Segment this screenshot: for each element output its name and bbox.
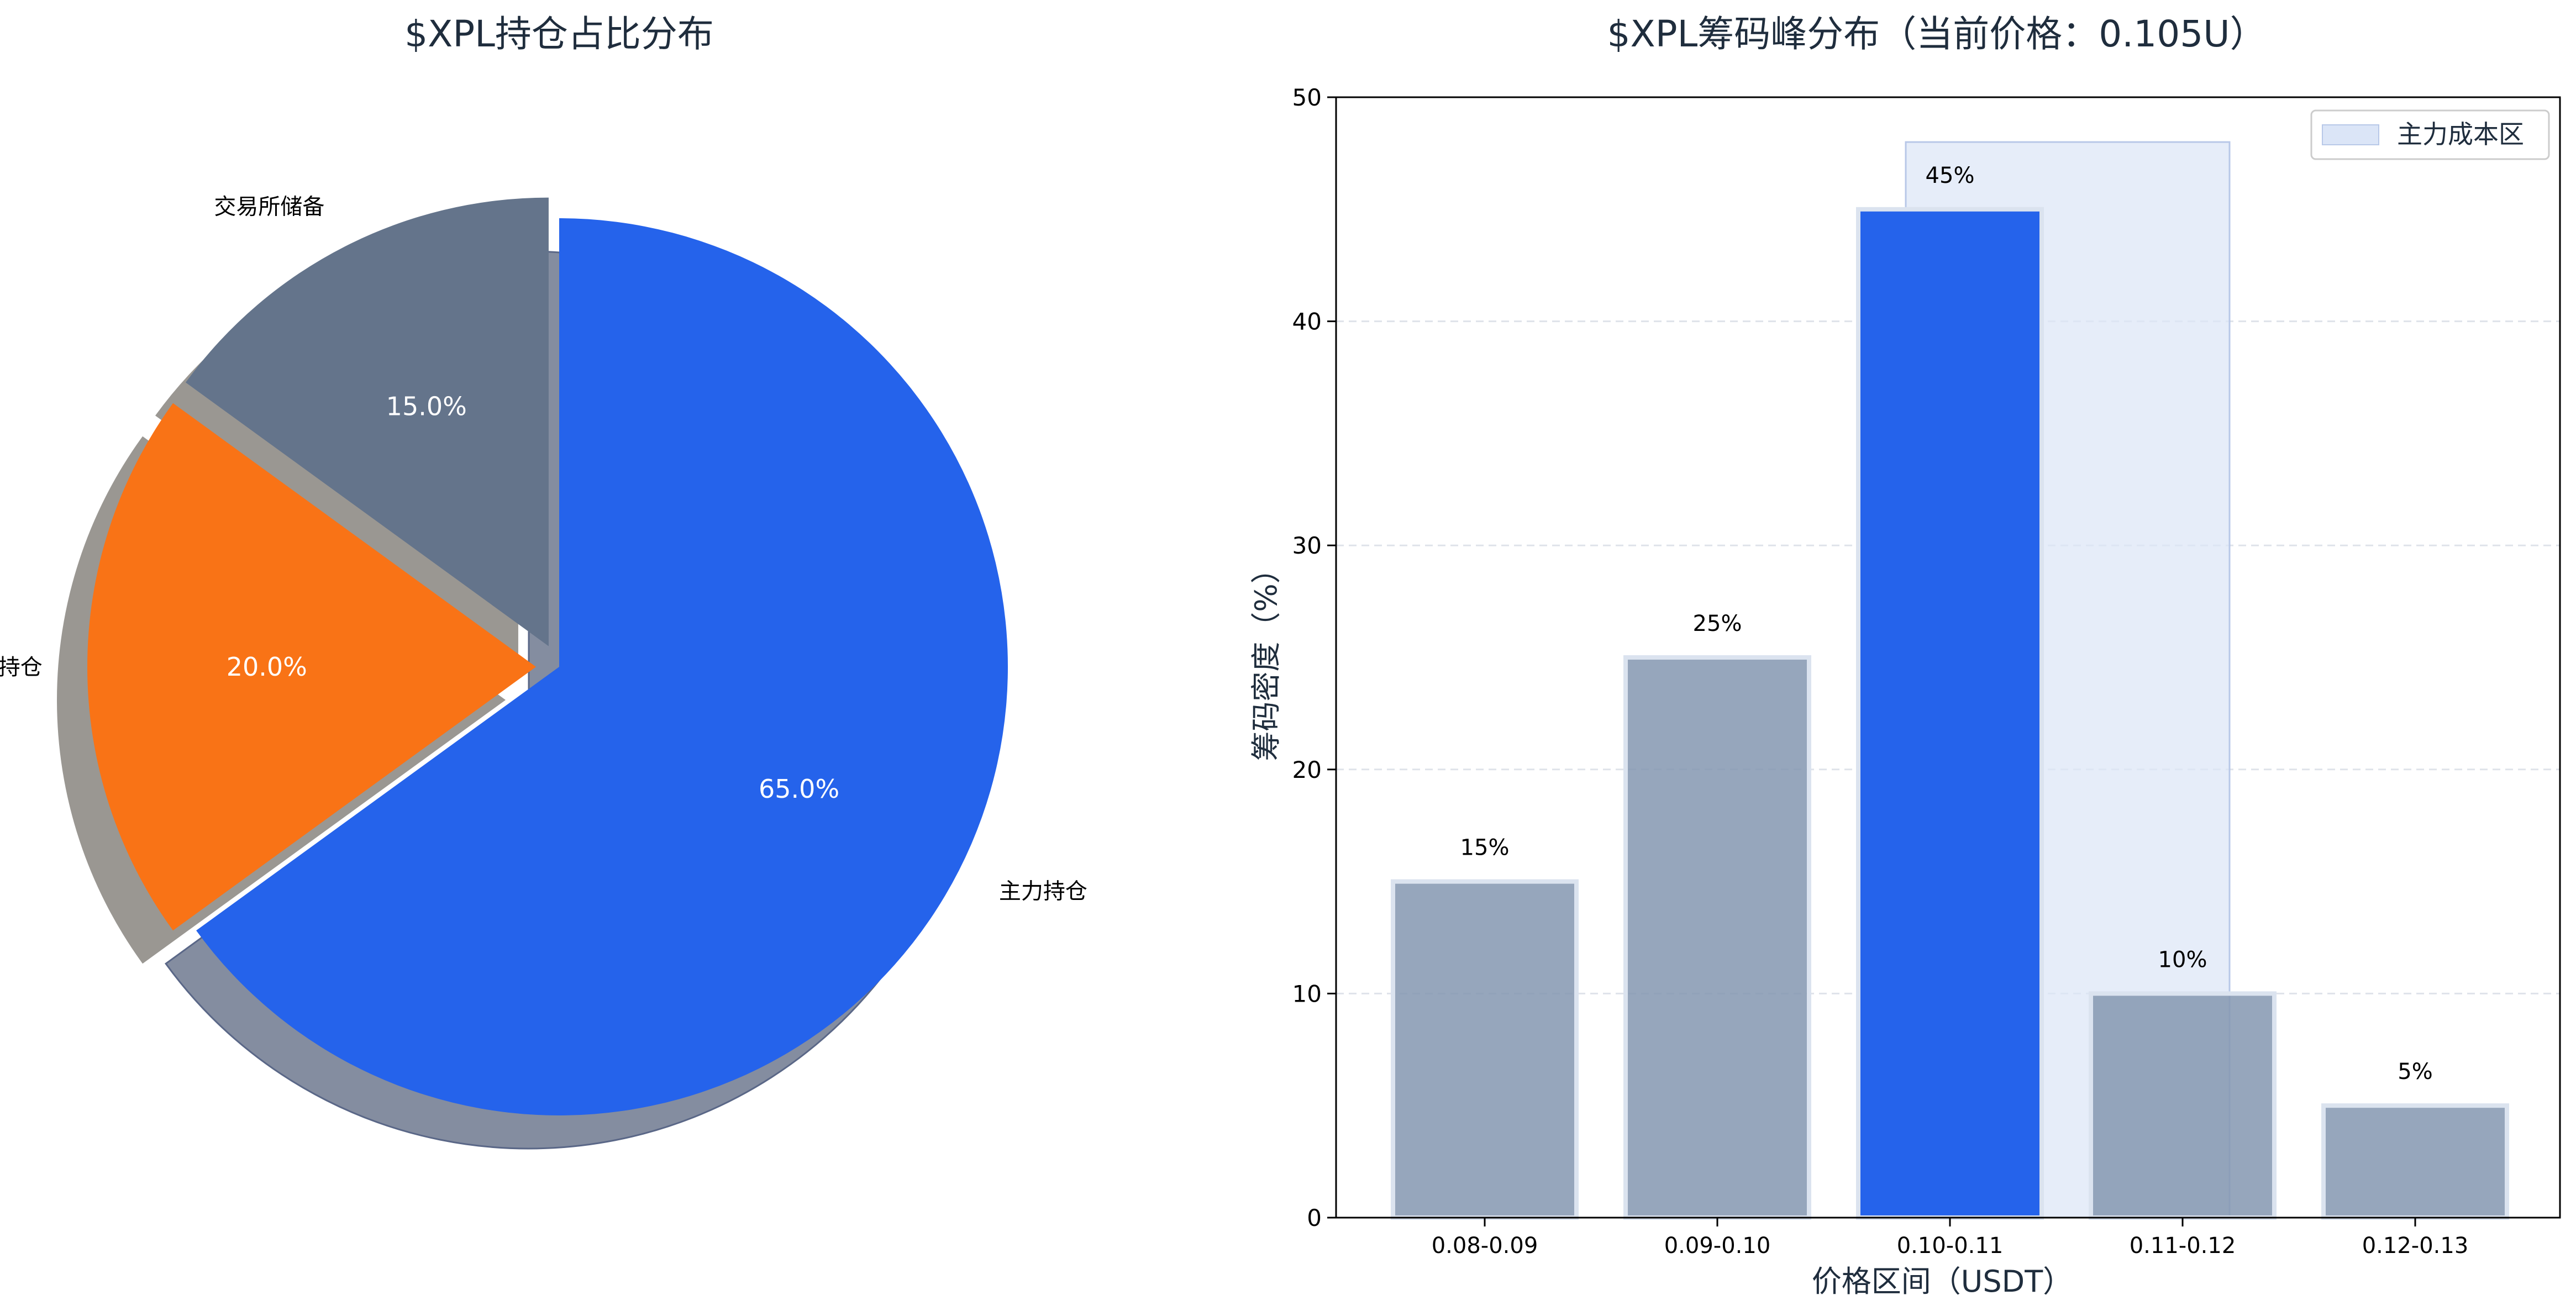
legend: 主力成本区 [2310, 109, 2550, 160]
bar-value-label-0-08-0-09: 15% [1460, 835, 1510, 861]
pie-chart: $XPL持仓占比分布 65.0% 主力持仓 20.0% 散户持仓 15.0% 交易所储备 [0, 13, 1087, 1150]
x-tick-label-0-12-0-13: 0.12-0.13 [2362, 1233, 2469, 1259]
pie-labels: 65.0% 主力持仓 20.0% 散户持仓 15.0% 交易所储备 [0, 194, 1087, 904]
bar-0-11-0-12 [2089, 991, 2277, 1220]
bar-0-08-0-09 [1391, 879, 1579, 1220]
plot-frame [1335, 96, 2561, 1219]
y-tick-label-40: 40 [1292, 308, 1322, 335]
pie-slice-3 [186, 197, 549, 646]
pie-pct-label-2: 20.0% [227, 652, 307, 682]
bar-value-label-0-11-0-12: 10% [2158, 947, 2207, 972]
bar-0-10-0-11 [1856, 207, 2044, 1220]
pie-slices [87, 197, 1008, 1116]
y-axis-label: 筹码密度（%） [1249, 554, 1284, 761]
y-axis-ticks: 0 10 20 30 40 50 [1292, 84, 1336, 1231]
bar-0-12-0-13 [2321, 1103, 2509, 1220]
bar-value-label-0-12-0-13: 5% [2398, 1059, 2432, 1084]
pie-slice-2 [87, 403, 536, 931]
x-tick-label-0-11-0-12: 0.11-0.12 [2130, 1233, 2236, 1259]
pie-pct-label-1: 65.0% [759, 774, 839, 804]
x-axis-ticks: 0.08-0.09 0.09-0.10 0.10-0.11 0.11-0.12 0.12… [1432, 1218, 2469, 1259]
bar-0-09-0-10 [1623, 655, 1811, 1220]
x-tick-label-0-09-0-10: 0.09-0.10 [1664, 1233, 1771, 1259]
bar-value-labels: 15% 25% 45% 10% 5% [1460, 163, 2433, 1084]
x-tick-label-0-10-0-11: 0.10-0.11 [1897, 1233, 2004, 1259]
x-tick-label-0-08-0-09: 0.08-0.09 [1432, 1233, 1538, 1259]
pie-category-label-1: 主力持仓 [999, 879, 1087, 904]
pie-slice-1 [196, 218, 1008, 1116]
y-tick-label-30: 30 [1292, 532, 1322, 559]
bar-title: $XPL筹码峰分布（当前价格：0.105U） [1607, 13, 2266, 55]
pie-title: $XPL持仓占比分布 [404, 13, 714, 55]
bar-chart: $XPL筹码峰分布（当前价格：0.105U） 15% 25% 45% 10% 5% 0 1… [1249, 13, 2561, 1299]
legend-label: 主力成本区 [2397, 119, 2524, 149]
legend-swatch [2322, 124, 2379, 145]
bars [1391, 207, 2509, 1220]
pie-pct-label-3: 15.0% [386, 391, 467, 421]
pie-category-label-3: 交易所储备 [214, 194, 324, 220]
y-tick-label-0: 0 [1307, 1204, 1322, 1231]
legend-box [2310, 109, 2550, 160]
pie-category-label-2: 散户持仓 [0, 655, 43, 680]
bar-value-label-0-09-0-10: 25% [1693, 611, 1742, 636]
x-axis-label: 价格区间（USDT） [1812, 1264, 2073, 1299]
bar-value-label-0-10-0-11: 45% [1926, 163, 1975, 188]
y-tick-label-10: 10 [1292, 980, 1322, 1007]
y-tick-label-50: 50 [1292, 84, 1322, 111]
y-tick-label-20: 20 [1292, 756, 1322, 783]
